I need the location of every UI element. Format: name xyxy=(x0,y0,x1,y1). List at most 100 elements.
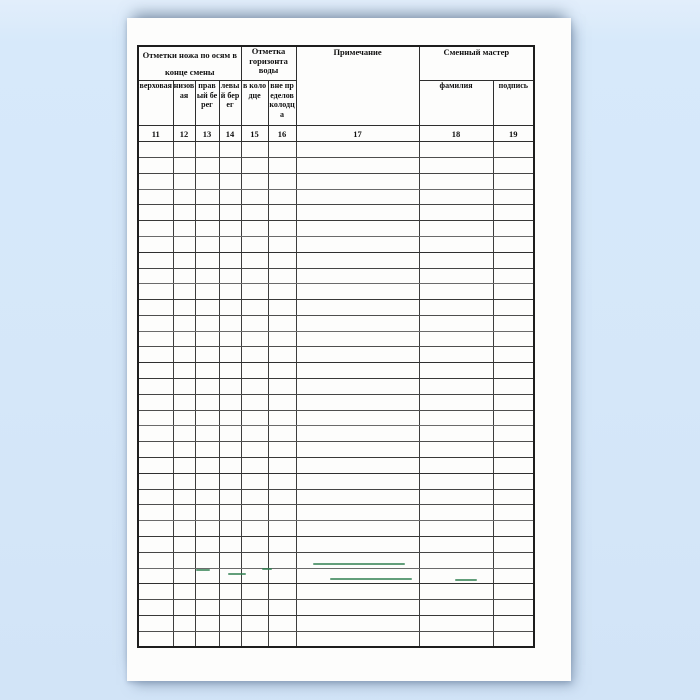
header-water-horizon: Отметка горизонта воды xyxy=(240,45,297,82)
body-cell xyxy=(194,441,220,459)
body-cell xyxy=(295,157,420,174)
body-cell xyxy=(418,473,494,490)
body-cell xyxy=(137,220,174,237)
body-cell xyxy=(194,204,220,222)
body-cell xyxy=(418,489,494,506)
body-cell xyxy=(137,568,174,585)
body-cell xyxy=(240,189,269,206)
body-cell xyxy=(240,394,269,411)
body-cell xyxy=(492,568,535,585)
body-cell xyxy=(194,331,220,348)
body-cell xyxy=(240,504,269,522)
column-number: 16 xyxy=(267,125,297,143)
body-cell xyxy=(137,204,174,222)
body-cell xyxy=(418,378,494,395)
green-scan-mark xyxy=(228,573,246,575)
body-cell xyxy=(418,394,494,411)
body-cell xyxy=(218,378,242,395)
body-cell xyxy=(194,220,220,237)
body-cell xyxy=(492,252,535,269)
body-cell xyxy=(492,362,535,380)
body-cell xyxy=(218,299,242,316)
body-cell xyxy=(218,441,242,459)
body-cell xyxy=(267,236,297,253)
body-cell xyxy=(240,457,269,474)
body-row xyxy=(137,378,535,395)
body-cell xyxy=(295,441,420,459)
body-cell xyxy=(137,236,174,253)
subheader-right-bank: правый берег xyxy=(194,80,220,127)
body-cell xyxy=(240,473,269,490)
column-number: 14 xyxy=(218,125,242,143)
body-cell xyxy=(295,615,420,632)
body-cell xyxy=(492,473,535,490)
body-cell xyxy=(194,425,220,443)
body-row xyxy=(137,552,535,569)
body-cell xyxy=(172,583,196,601)
column-number-row: 11 12 13 14 15 16 17 18 19 xyxy=(137,125,535,143)
green-scan-mark xyxy=(455,579,477,581)
body-cell xyxy=(172,552,196,569)
body-cell xyxy=(172,425,196,443)
body-row xyxy=(137,394,535,411)
body-cell xyxy=(267,141,297,158)
body-cell xyxy=(492,520,535,538)
body-cell xyxy=(295,283,420,301)
body-cell xyxy=(240,157,269,174)
body-cell xyxy=(240,631,269,648)
body-cell xyxy=(240,378,269,395)
body-cell xyxy=(267,204,297,222)
body-cell xyxy=(218,173,242,190)
body-cell xyxy=(267,378,297,395)
body-cell xyxy=(267,568,297,585)
body-cell xyxy=(194,299,220,316)
body-cell xyxy=(418,504,494,522)
column-number: 11 xyxy=(137,125,174,143)
body-cell xyxy=(137,504,174,522)
body-cell xyxy=(194,315,220,332)
subheader-upstream: верховая xyxy=(137,80,174,127)
body-cell xyxy=(172,346,196,364)
body-cell xyxy=(267,410,297,427)
body-cell xyxy=(418,173,494,190)
body-cell xyxy=(240,568,269,585)
body-cell xyxy=(295,346,420,364)
body-row xyxy=(137,268,535,285)
body-cell xyxy=(267,299,297,316)
body-cell xyxy=(267,331,297,348)
body-cell xyxy=(218,394,242,411)
body-cell xyxy=(194,157,220,174)
body-cell xyxy=(194,457,220,474)
body-cell xyxy=(295,583,420,601)
body-cell xyxy=(418,631,494,648)
body-cell xyxy=(137,473,174,490)
green-scan-mark xyxy=(313,563,405,565)
body-cell xyxy=(172,410,196,427)
header-shift-master: Сменный мастер xyxy=(418,45,535,82)
body-cell xyxy=(295,599,420,617)
body-cell xyxy=(492,599,535,617)
body-cell xyxy=(218,583,242,601)
body-cell xyxy=(194,362,220,380)
group-header-row: Отметки ножа по осям в конце смены Отмет… xyxy=(137,45,535,127)
body-cell xyxy=(137,378,174,395)
body-cell xyxy=(218,425,242,443)
body-row xyxy=(137,568,535,585)
body-cell xyxy=(137,425,174,443)
body-cell xyxy=(418,204,494,222)
body-cell xyxy=(218,236,242,253)
body-cell xyxy=(218,536,242,553)
body-cell xyxy=(492,631,535,648)
body-cell xyxy=(137,268,174,285)
body-cell xyxy=(172,599,196,617)
body-cell xyxy=(492,552,535,569)
body-cell xyxy=(295,220,420,237)
body-cell xyxy=(218,489,242,506)
body-row xyxy=(137,236,535,253)
body-cell xyxy=(137,189,174,206)
body-cell xyxy=(137,520,174,538)
body-cell xyxy=(218,473,242,490)
body-row xyxy=(137,631,535,648)
body-cell xyxy=(295,236,420,253)
body-row xyxy=(137,346,535,364)
